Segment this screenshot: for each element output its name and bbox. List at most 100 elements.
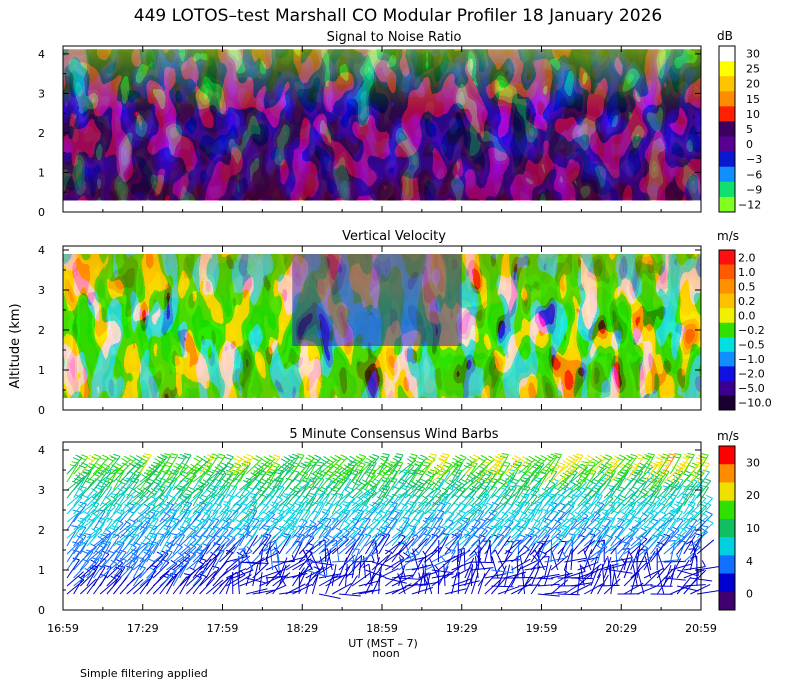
wind-barb [239,561,262,565]
wind-barb [623,509,637,531]
wind-barb [637,585,658,595]
wind-barb [689,454,706,475]
wind-barb [603,535,622,555]
wind-barb [66,454,83,475]
colorbar-swatch [719,264,735,280]
noon-label: noon [372,647,399,660]
wind-barb [352,441,366,458]
wind-barb [465,443,481,458]
wind-barb [631,436,648,450]
wind-barb [517,555,539,571]
wind-barb [623,557,633,579]
wind-barb [511,576,534,579]
wind-barb [643,567,664,579]
wind-barb [331,493,344,515]
wind-barb [537,540,547,563]
wind-barb [471,563,473,587]
wind-barb [663,453,676,475]
wind-barb [378,453,390,475]
colorbar-swatch [719,166,735,183]
wind-barb [504,564,511,587]
wind-barb [166,552,185,571]
wind-barb [424,572,431,595]
x-tick-label: 17:59 [207,622,239,635]
wind-barb [457,547,466,571]
wind-barb [127,436,144,450]
wind-barb [193,441,207,458]
wind-barb [590,512,609,531]
wind-barb [484,578,502,595]
wind-barb [205,453,219,475]
wind-barb [365,453,380,475]
wind-barb [477,540,480,563]
wind-barb [391,574,414,579]
wind-barb [451,567,472,579]
colorbar-swatch [719,151,735,168]
wind-barb [391,520,410,539]
wind-barb [179,453,192,475]
wind-barb [219,549,234,571]
colorbar-swatch [719,518,735,538]
wind-barb [140,442,155,458]
wind-barb [696,469,710,491]
wind-barb [352,589,374,595]
wind-barb [119,552,138,571]
wind-barb [612,564,618,587]
wind-barb [86,453,102,475]
wind-barb [471,567,494,571]
colorbar: 30 20 10 4 0 m/s [717,429,760,611]
wind-barb [332,582,352,595]
y-tick-label: 0 [38,206,45,219]
wind-barb [285,583,306,595]
figure-title: 449 LOTOS–test Marshall CO Modular Profi… [134,6,662,26]
wind-barb [444,512,463,531]
colorbar-swatch [719,395,735,411]
wind-barb [643,453,655,475]
wind-barb [597,574,609,595]
wind-barb [232,574,252,587]
wind-barb [603,525,618,547]
wind-barb [564,557,587,563]
wind-barb [86,535,105,555]
wind-barb [471,555,494,564]
colorbar-swatch [719,591,735,611]
wind-barb [79,488,98,507]
wind-barb [570,453,584,475]
wind-barb [219,546,236,563]
wind-barb [611,441,625,458]
wind-barb [318,573,341,579]
wind-barb [93,557,107,579]
wind-barb [530,565,541,587]
wind-barb [630,453,645,475]
wind-barb [570,478,587,499]
wind-barb [358,517,371,539]
wind-barb [537,583,560,587]
wind-barb [498,432,510,450]
y-tick-label: 4 [38,244,45,257]
wind-barb [292,533,306,555]
wind-barb [630,584,653,587]
wind-barb [152,511,171,531]
wind-barb [259,443,275,458]
wind-barb [285,469,300,491]
wind-barb [524,542,536,563]
wind-barb [186,570,203,587]
x-tick-label: 17:29 [127,622,159,635]
wind-barb [690,512,709,531]
wind-barb [597,584,620,587]
wind-barb [312,561,335,566]
colorbar-frame [718,445,736,611]
wind-barb [338,566,351,587]
wind-barb [444,551,465,563]
wind-barb [637,572,645,595]
wind-barb [624,436,641,450]
height-shading [63,49,701,201]
colorbar-swatch [719,308,735,324]
wind-barb [474,556,479,579]
wind-barb [563,454,580,475]
wind-barb [252,589,275,595]
wind-barb [272,485,285,507]
colorbar-label: −3 [746,153,762,166]
wind-barb [676,559,690,579]
wind-barb [609,547,618,571]
